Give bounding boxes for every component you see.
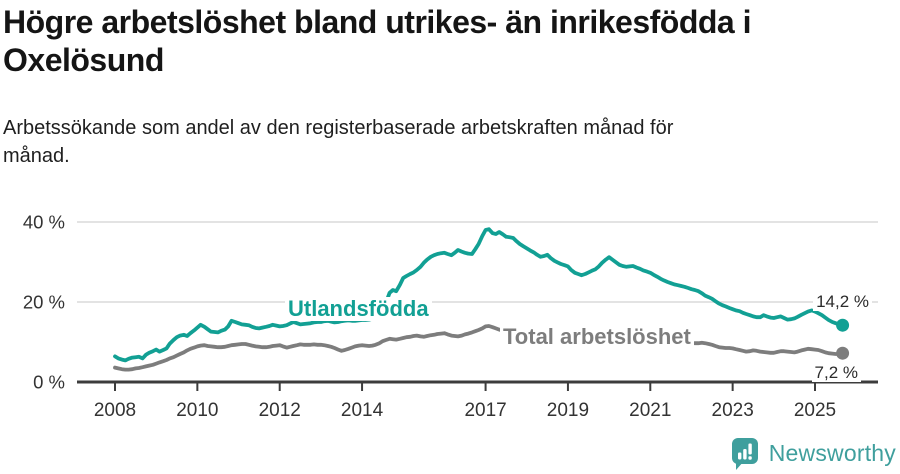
y-axis-tick-label: 20 % bbox=[23, 292, 65, 313]
newsworthy-logo-icon bbox=[731, 438, 758, 470]
series-line-total-arbetsl-shet bbox=[113, 324, 845, 372]
end-value-label-total: 7,2 % bbox=[811, 363, 861, 382]
x-axis-tick-label: 2021 bbox=[629, 400, 671, 421]
y-axis-tick-label: 0 % bbox=[33, 372, 65, 393]
y-axis-tick-label: 40 % bbox=[23, 212, 65, 233]
x-axis-tick-label: 2012 bbox=[259, 400, 301, 421]
x-axis-tick-label: 2008 bbox=[94, 400, 136, 421]
series-label-utlandsfodda: Utlandsfödda bbox=[285, 297, 432, 321]
x-axis-tick-label: 2019 bbox=[547, 400, 589, 421]
series-end-dot bbox=[836, 346, 850, 360]
page-title: Högre arbetslöshet bland utrikes- än inr… bbox=[3, 4, 752, 78]
series-label-total-arbetsloshet: Total arbetslöshet bbox=[500, 325, 694, 349]
x-axis-tick-label: 2017 bbox=[464, 400, 506, 421]
end-value-label-utlandsfodda: 14,2 % bbox=[813, 292, 872, 311]
x-axis-tick-label: 2010 bbox=[176, 400, 218, 421]
chart-subtitle: Arbetssökande som andel av den registerb… bbox=[3, 117, 674, 167]
x-axis-tick-label: 2025 bbox=[794, 400, 836, 421]
x-axis-tick-label: 2014 bbox=[341, 400, 384, 421]
newsworthy-brand-text: Newsworthy bbox=[768, 440, 896, 466]
series-end-dot bbox=[836, 318, 850, 332]
x-axis-tick-label: 2023 bbox=[712, 400, 754, 421]
series-line-utlandsf-dda bbox=[113, 227, 845, 363]
newsworthy-brand: Newsworthy bbox=[729, 437, 896, 470]
